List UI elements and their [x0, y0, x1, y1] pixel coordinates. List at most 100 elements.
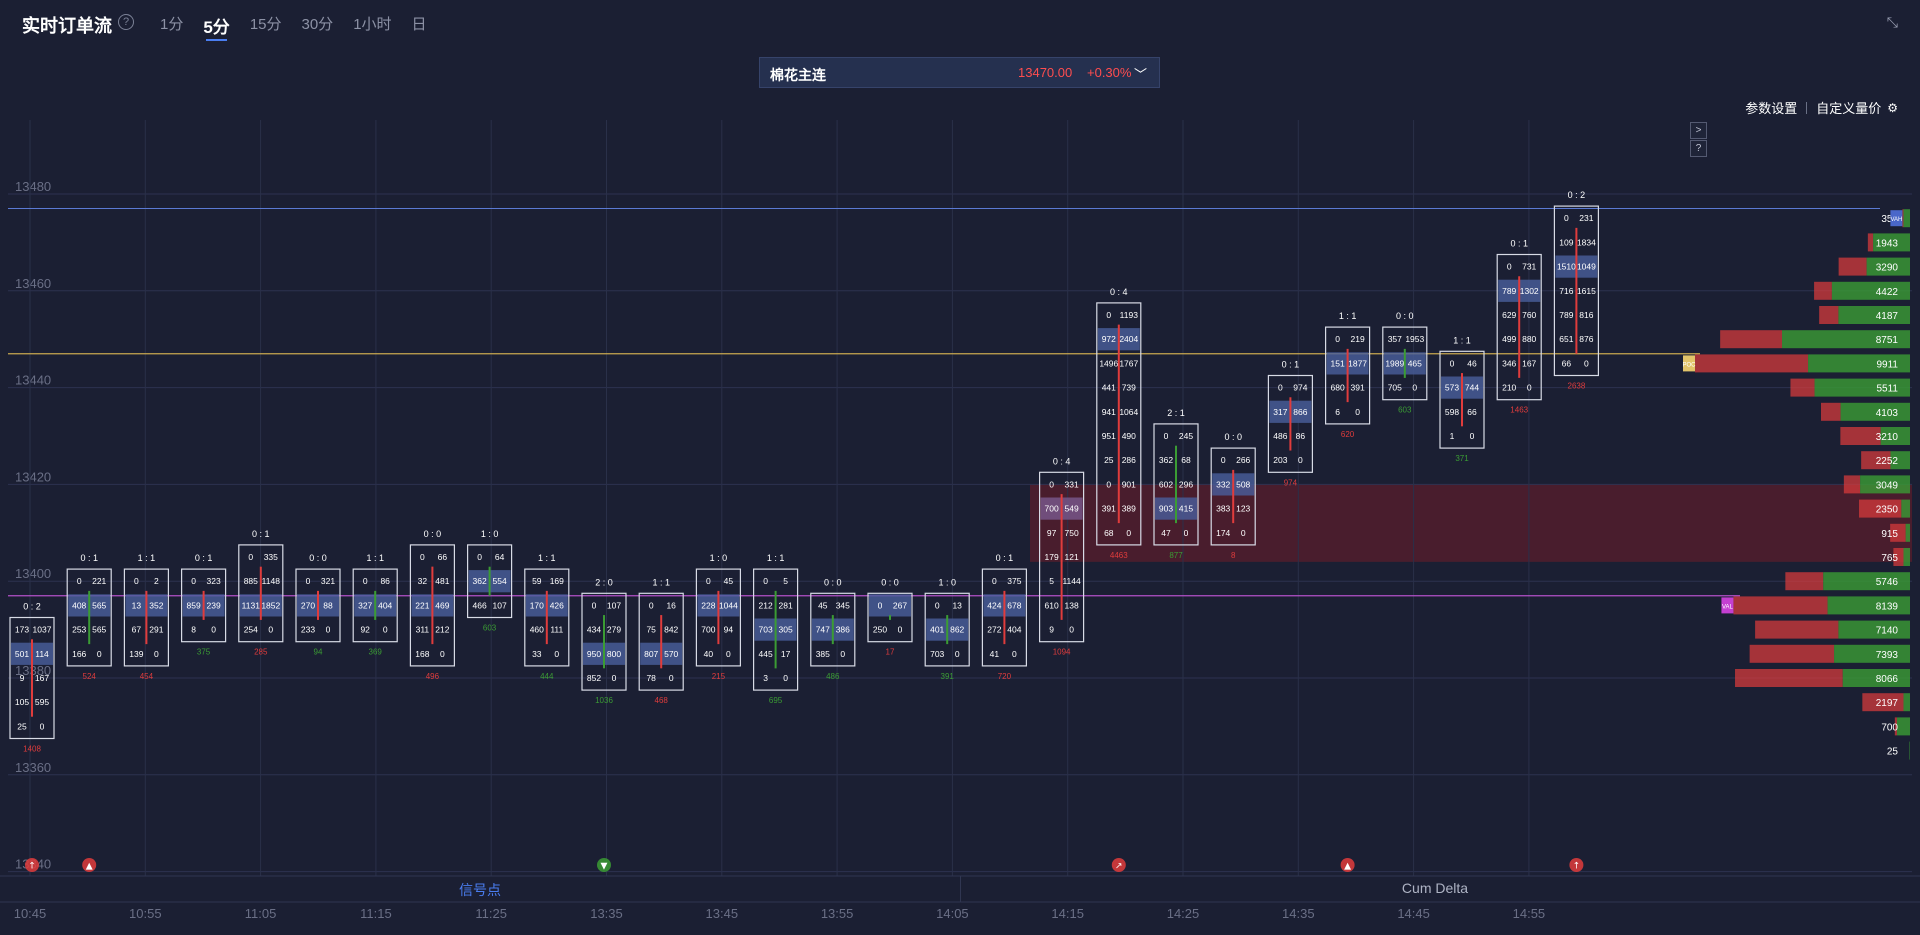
candle-box [66, 568, 112, 667]
signal-icon: ▼ [601, 862, 608, 872]
ask-volume: 375 [1007, 576, 1021, 586]
bid-volume: 66 [1562, 358, 1572, 368]
time-tick-label: 14:55 [1513, 906, 1546, 921]
bid-volume: 40 [704, 649, 714, 659]
custom-volume-price-link[interactable]: 自定义量价 [1816, 101, 1882, 116]
profile-total-label: 915 [1881, 529, 1898, 540]
tab-timeframe[interactable]: 30分 [301, 16, 334, 33]
ask-volume: 345 [836, 600, 850, 610]
profile-tag-label: VAH [1890, 217, 1902, 223]
ask-volume: 17 [781, 649, 791, 659]
candle-ratio-label: 0 : 4 [1053, 456, 1071, 466]
bid-volume: 0 [1164, 431, 1169, 441]
expand-button[interactable]: > [1690, 122, 1707, 139]
ask-volume: 876 [1579, 334, 1593, 344]
candle-box [867, 592, 913, 643]
candle-box [1382, 326, 1428, 401]
price-tick-label: 13380 [15, 663, 51, 678]
candle-ratio-label: 0 : 2 [1568, 190, 1586, 200]
tab-timeframe[interactable]: 15分 [249, 16, 282, 33]
ask-volume: 750 [1065, 528, 1079, 538]
tab-timeframe[interactable]: 1分 [160, 16, 184, 33]
bid-volume: 270 [301, 600, 315, 610]
candle-box [981, 568, 1028, 667]
bid-volume: 0 [134, 576, 139, 586]
time-tick-label: 10:55 [129, 906, 162, 921]
signal-panel-label[interactable]: 信号点 [459, 882, 501, 898]
profile-buy-bar [1905, 523, 1910, 542]
ask-volume: 880 [1522, 334, 1536, 344]
bid-volume: 228 [701, 600, 715, 610]
signal-marker [82, 858, 97, 872]
bid-volume: 170 [530, 600, 544, 610]
ask-volume: 1193 [1120, 310, 1139, 320]
ask-volume: 323 [207, 576, 221, 586]
instrument-change: +0.30% [1087, 65, 1132, 80]
candle-delta-label: 486 [826, 672, 840, 681]
signal-marker [1340, 858, 1355, 872]
candle-box [752, 568, 799, 691]
ask-volume: 1049 [1577, 262, 1596, 272]
bid-volume: 75 [646, 625, 656, 635]
help-button[interactable]: ? [1690, 140, 1707, 157]
profile-total-label: 9911 [1876, 359, 1898, 370]
candle-box [524, 568, 570, 667]
params-settings-link[interactable]: 参数设置 [1745, 101, 1798, 116]
candle-ratio-label: 1 : 0 [481, 529, 499, 539]
bid-volume: 716 [1559, 286, 1573, 296]
profile-buy-bar [1838, 306, 1910, 324]
tab-timeframe[interactable]: 1小时 [353, 16, 392, 33]
candle-box [1324, 326, 1371, 425]
profile-sell-bar [1890, 523, 1906, 542]
bid-volume: 629 [1502, 310, 1516, 320]
instrument-selector[interactable]: 棉花主连 13470.00 +0.30% ﹀ [759, 57, 1160, 88]
candle-ratio-label: 0 : 1 [195, 553, 213, 563]
chevron-down-icon[interactable]: ﹀ [1133, 67, 1147, 82]
candle-box [1038, 471, 1085, 643]
bid-volume: 0 [992, 576, 997, 586]
cum-delta-panel-label[interactable]: Cum Delta [1401, 880, 1469, 896]
tab-timeframe[interactable]: 日 [411, 16, 427, 33]
bid-volume: 0 [763, 576, 768, 586]
bid-volume: 0 [363, 576, 368, 586]
instrument-price: 13470.00 [1018, 65, 1073, 80]
ask-volume: 114 [35, 649, 49, 659]
candle-delta-label: 1094 [1053, 648, 1071, 657]
bid-volume: 651 [1559, 334, 1573, 344]
ask-volume: 86 [1296, 431, 1306, 441]
ask-volume: 281 [779, 600, 793, 610]
profile-sell-bar [1902, 209, 1904, 228]
bid-volume: 9 [20, 673, 25, 683]
ask-volume: 94 [724, 625, 734, 635]
bid-volume: 859 [187, 600, 201, 610]
bid-volume: 700 [1045, 504, 1059, 514]
bid-volume: 499 [1502, 334, 1516, 344]
bid-volume: 311 [416, 625, 430, 635]
ask-volume: 66 [438, 552, 448, 562]
ask-volume: 66 [1467, 407, 1477, 417]
candle-ratio-label: 1 : 1 [767, 553, 785, 563]
tab-timeframe[interactable]: 5分 [203, 13, 230, 41]
collapse-icon[interactable]: ⤡ [1886, 14, 1898, 30]
help-icon[interactable]: ? [118, 14, 134, 30]
profile-total-label: 8751 [1876, 335, 1899, 346]
candle-box [1496, 253, 1542, 401]
gear-icon[interactable]: ⚙ [1887, 100, 1898, 115]
ask-volume: 0 [1241, 528, 1246, 538]
bid-volume: 0 [191, 576, 196, 586]
bid-volume: 25 [1104, 455, 1114, 465]
ask-volume: 426 [550, 600, 564, 610]
bid-volume: 8 [191, 625, 196, 635]
profile-sell-bar [1733, 596, 1828, 615]
profile-buy-bar [1840, 402, 1910, 421]
ask-volume: 391 [1351, 383, 1365, 393]
price-tick-label: 13480 [15, 179, 51, 194]
profile-tag-label: POC [1682, 362, 1696, 368]
profile-total-label: 25 [1887, 747, 1899, 758]
bid-volume: 0 [1221, 455, 1226, 465]
candle-box [1210, 447, 1256, 546]
ask-volume: 481 [435, 576, 449, 586]
ask-volume: 404 [378, 600, 392, 610]
profile-buy-bar [1903, 693, 1910, 712]
